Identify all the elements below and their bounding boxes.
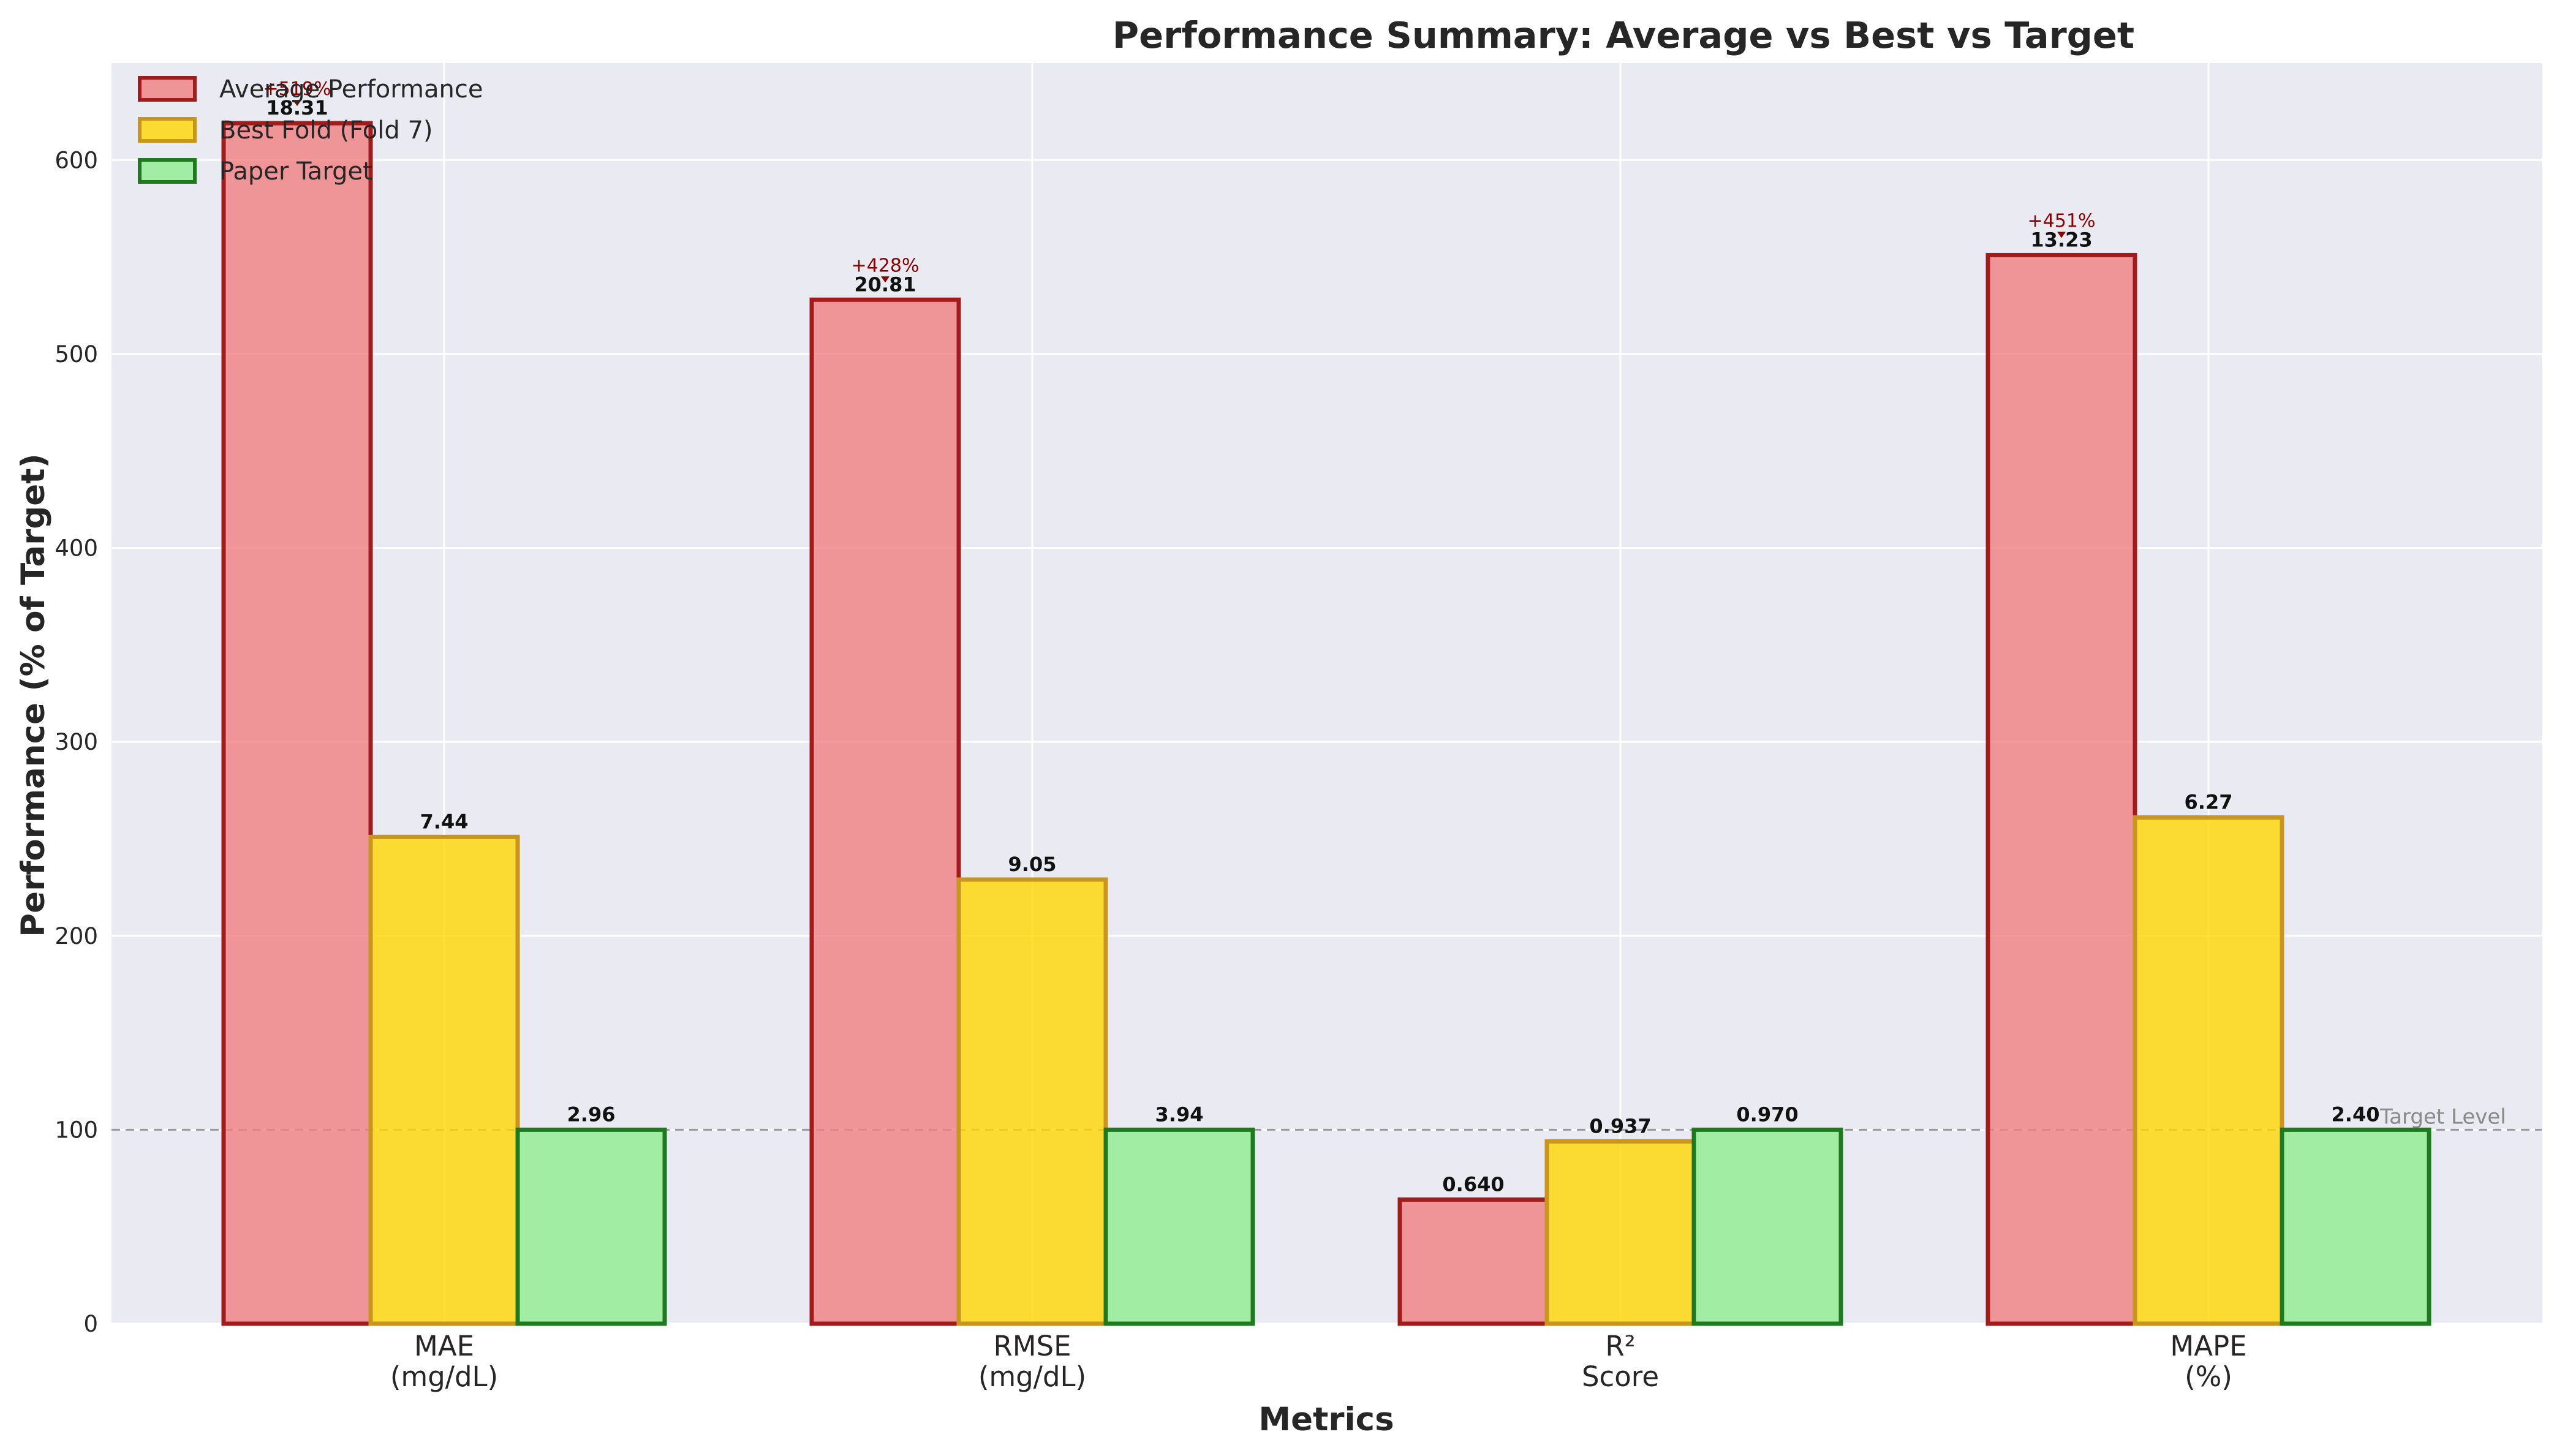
bar-value-label-1-0: 7.44: [420, 810, 469, 833]
x-tick-label-1-1: (mg/dL): [978, 1360, 1086, 1393]
reference-line-layer: Target Level: [111, 1104, 2542, 1131]
bar-1-1: [956, 877, 1108, 1326]
bar-0-3: [1985, 252, 2137, 1326]
legend-label-2: Paper Target: [219, 157, 372, 186]
bar-value-label-2-1: 3.94: [1155, 1103, 1204, 1126]
bar-value-label-2-2: 0.970: [1736, 1103, 1798, 1126]
y-tick-label-300: 300: [55, 729, 98, 755]
y-tick-label-0: 0: [83, 1311, 98, 1337]
data-label-layer: 18.3120.810.64013.237.449.050.9376.272.9…: [263, 78, 2380, 1196]
bar-value-label-1-1: 9.05: [1008, 853, 1057, 876]
chart-title: Performance Summary: Average vs Best vs …: [1113, 14, 2134, 56]
legend-label-1: Best Fold (Fold 7): [219, 116, 433, 145]
bar-2-3: [2280, 1127, 2431, 1326]
x-tick-label-2-1: Score: [1582, 1360, 1659, 1393]
bar-0-2: [1397, 1197, 1549, 1326]
legend: Average Performance Best Fold (Fold 7) Pap…: [138, 75, 483, 186]
bar-0-1: [809, 297, 961, 1326]
bar-1-0: [368, 834, 520, 1326]
legend-label-0: Average Performance: [219, 75, 483, 104]
y-tick-label-600: 600: [55, 147, 98, 173]
bar-value-label-1-2: 0.937: [1589, 1114, 1651, 1137]
deviation-arrow-0: [293, 100, 301, 107]
axis-layer: 0100200300400500600MAE(mg/dL)RMSE(mg/dL)…: [55, 147, 2246, 1393]
bar-value-label-2-3: 2.40: [2332, 1103, 2380, 1126]
target-reference-label: Target Level: [2379, 1104, 2506, 1129]
deviation-arrow-3: [2057, 232, 2066, 238]
bar-0-0: [221, 121, 373, 1326]
y-tick-label-100: 100: [55, 1117, 98, 1143]
legend-swatch-0: [138, 76, 197, 102]
legend-swatch-1: [138, 117, 197, 143]
y-axis-label: Performance (% of Target): [15, 453, 52, 937]
y-tick-label-200: 200: [55, 923, 98, 949]
bar-value-label-2-0: 2.96: [567, 1103, 616, 1126]
deviation-annotation-3: +451%: [2028, 210, 2096, 232]
y-tick-label-500: 500: [55, 341, 98, 368]
bar-2-1: [1103, 1127, 1255, 1326]
legend-swatch-2: [138, 158, 197, 184]
x-tick-label-0-0: MAE: [414, 1330, 474, 1362]
deviation-arrow-1: [881, 276, 890, 283]
x-tick-label-1-0: RMSE: [993, 1330, 1071, 1362]
x-tick-label-3-0: MAPE: [2170, 1330, 2246, 1362]
bar-2-2: [1691, 1127, 1843, 1326]
deviation-annotation-1: +428%: [852, 255, 920, 276]
y-tick-label-400: 400: [55, 535, 98, 562]
deviation-annotation-0: +519%: [263, 78, 331, 100]
bar-value-label-0-2: 0.640: [1442, 1172, 1504, 1196]
bar-1-3: [2133, 815, 2284, 1326]
bar-layer: [221, 121, 2431, 1326]
bar-1-2: [1544, 1139, 1696, 1326]
x-axis-label: Metrics: [1258, 1401, 1394, 1438]
x-tick-label-3-1: (%): [2185, 1360, 2232, 1393]
x-tick-label-2-0: R²: [1605, 1330, 1635, 1362]
x-tick-label-0-1: (mg/dL): [390, 1360, 498, 1393]
bar-2-0: [515, 1127, 667, 1326]
bar-value-label-1-3: 6.27: [2185, 791, 2233, 814]
